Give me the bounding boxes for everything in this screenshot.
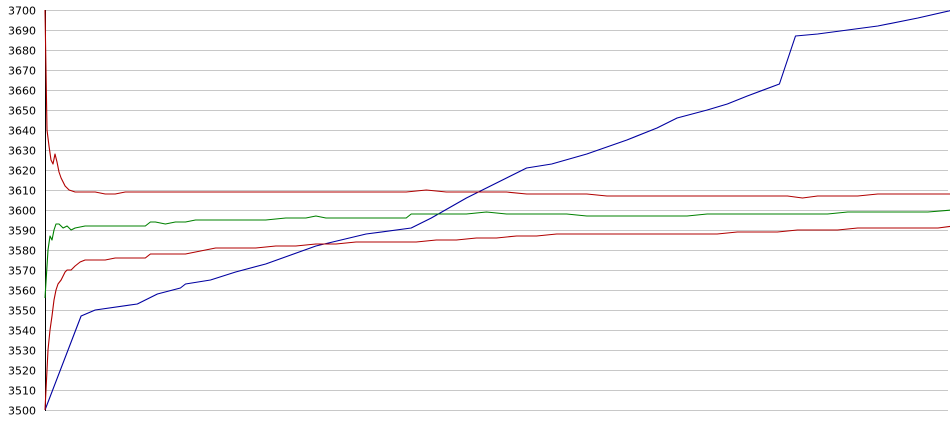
series-line-1: [44, 10, 950, 411]
y-tick-label: 3700: [8, 5, 36, 18]
y-tick-label: 3630: [8, 145, 36, 158]
grid-lines: [45, 10, 948, 411]
y-tick-label: 3520: [8, 365, 36, 378]
y-tick-label: 3680: [8, 45, 36, 58]
y-tick-label: 3580: [8, 245, 36, 258]
y-tick-label: 3660: [8, 85, 36, 98]
series-line-3: [44, 209, 950, 299]
y-tick-label: 3590: [8, 225, 36, 238]
y-tick-label: 3560: [8, 285, 36, 298]
y-tick-label: 3670: [8, 65, 36, 78]
y-axis-ticks: 3500 3510 3520 3530 3540 3550 3560 3570 3580 3590…: [8, 5, 36, 418]
y-tick-label: 3510: [8, 385, 36, 398]
series-line-4: [44, 225, 950, 411]
y-tick-label: 3500: [8, 405, 36, 418]
y-tick-label: 3600: [8, 205, 36, 218]
series-layer: [44, 9, 950, 411]
y-tick-label: 3640: [8, 125, 36, 138]
y-tick-label: 3570: [8, 265, 36, 278]
y-tick-label: 3610: [8, 185, 36, 198]
y-tick-label: 3650: [8, 105, 36, 118]
y-tick-label: 3690: [8, 25, 36, 38]
y-tick-label: 3620: [8, 165, 36, 178]
series-line-2: [44, 9, 950, 199]
y-tick-label: 3530: [8, 345, 36, 358]
y-tick-label: 3550: [8, 305, 36, 318]
y-tick-label: 3540: [8, 325, 36, 338]
